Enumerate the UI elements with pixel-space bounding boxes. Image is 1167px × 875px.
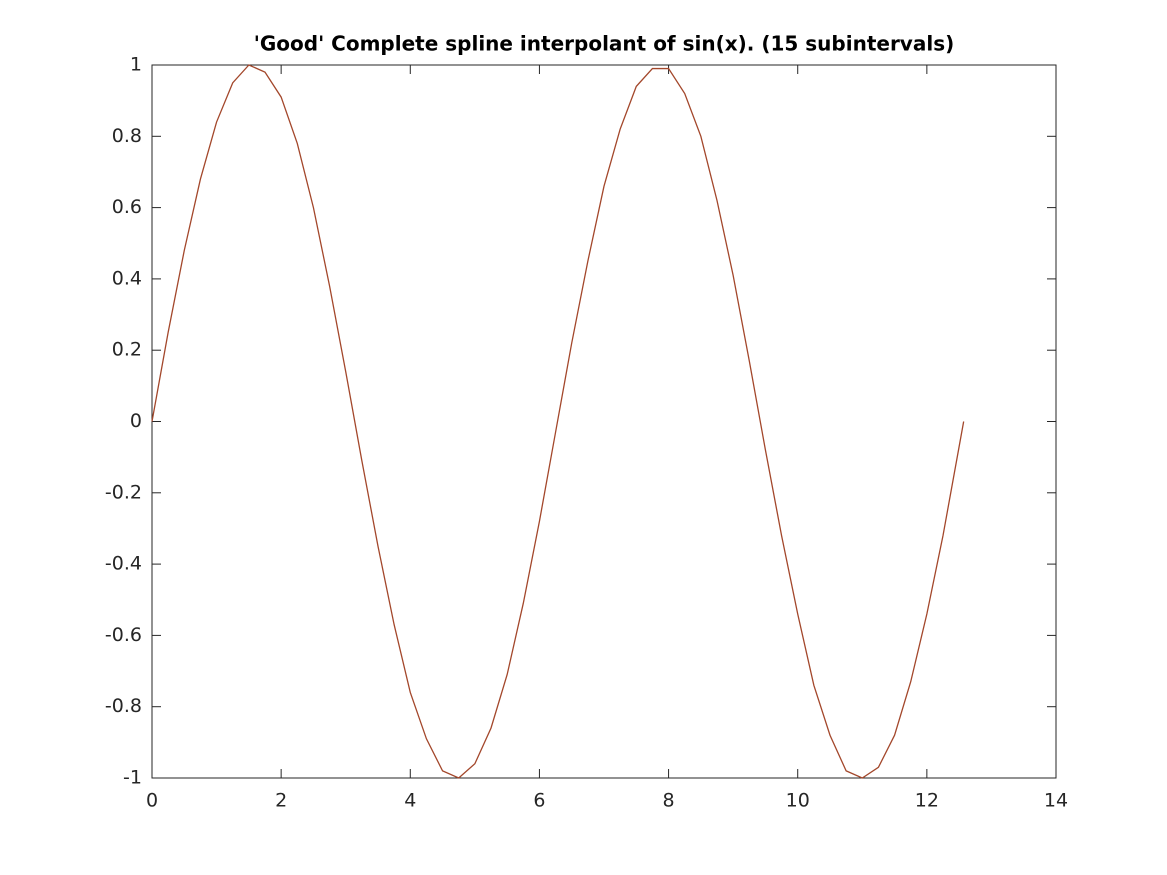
y-tick-label: -0.2	[105, 481, 142, 503]
y-tick-label: 1	[130, 54, 142, 76]
x-tick-label: 14	[1044, 790, 1068, 812]
y-tick-label: 0.8	[112, 125, 142, 147]
line-series	[151, 64, 965, 779]
x-tick-label: 10	[786, 790, 810, 812]
x-tick-label: 12	[915, 790, 939, 812]
x-tick-label: 4	[404, 790, 416, 812]
y-tick-label: -0.4	[105, 553, 142, 575]
y-tick-label: -0.6	[105, 624, 142, 646]
y-tick-label: 0.4	[112, 267, 142, 289]
x-tick-label: 0	[146, 790, 158, 812]
y-tick-label: 0.6	[112, 196, 142, 218]
y-tick-label: -1	[123, 767, 142, 789]
x-tick-label: 2	[275, 790, 287, 812]
x-tick-label: 6	[533, 790, 545, 812]
x-tick-label: 8	[663, 790, 675, 812]
y-tick-label: 0	[130, 410, 142, 432]
y-tick-label: 0.2	[112, 339, 142, 361]
chart-title: 'Good' Complete spline interpolant of si…	[254, 32, 955, 56]
y-tick-label: -0.8	[105, 695, 142, 717]
